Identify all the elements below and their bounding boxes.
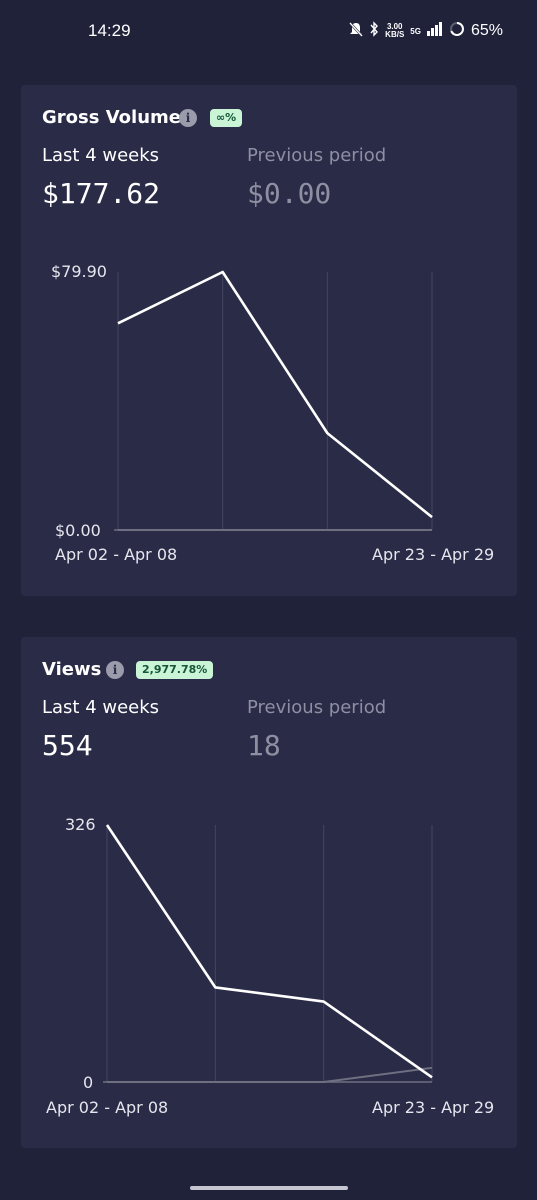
current-period-line [117,270,433,519]
current-value: $177.62 [42,177,161,210]
change-badge: 2,977.78% [136,661,214,679]
previous-value: $0.00 [247,177,332,210]
x-axis-first-label: Apr 02 - Apr 08 [55,545,177,564]
previous-period-line [107,1066,433,1083]
x-axis-last-label: Apr 23 - Apr 29 [372,1098,494,1117]
card-title: Gross Volume [42,107,181,128]
y-axis-min-label: $0.00 [55,521,101,540]
battery-percent: 65% [470,22,503,39]
x-axis-last-label: Apr 23 - Apr 29 [372,545,494,564]
current-value: 554 [42,729,93,762]
y-axis-min-label: 0 [83,1073,93,1092]
current-period-line [105,824,433,1079]
home-indicator[interactable] [190,1186,348,1190]
bluetooth-icon [369,20,379,42]
previous-value: 18 [247,729,281,762]
card-title: Views [42,659,102,680]
previous-period-label: Previous period [247,697,387,718]
gross-volume-chart: $79.90 $0.00 Apr 02 - Apr 08 Apr 23 - Apr 2… [51,262,494,564]
gross-volume-card[interactable]: Gross Volume i ∞% Last 4 weeks Previous … [21,85,517,596]
info-icon[interactable]: i [179,109,197,127]
previous-period-label: Previous period [247,145,387,166]
network-speed-unit: KB/S [385,30,405,39]
status-bar: 14:29 3.00 KB/S 5G 65% [0,0,537,62]
signal-icon [426,21,443,41]
views-chart: 326 0 Apr 02 - Apr 08 Apr 23 - Apr 29 [46,815,494,1117]
status-time: 14:29 [88,21,131,40]
current-period-label: Last 4 weeks [42,697,160,718]
y-axis-max-label: $79.90 [51,262,107,281]
info-icon[interactable]: i [106,661,124,679]
y-axis-max-label: 326 [65,815,96,834]
mute-icon [349,21,364,42]
views-card[interactable]: Views i 2,977.78% Last 4 weeks Previous … [21,637,517,1148]
change-badge: ∞% [210,109,243,127]
network-type: 5G [410,26,421,36]
network-speed-value: 3.00 [386,22,403,31]
battery-icon [449,21,465,42]
status-icons: 3.00 KB/S 5G 65% [349,20,503,42]
network-speed: 3.00 KB/S [385,23,404,39]
x-axis-first-label: Apr 02 - Apr 08 [46,1098,168,1117]
current-period-label: Last 4 weeks [42,145,160,166]
